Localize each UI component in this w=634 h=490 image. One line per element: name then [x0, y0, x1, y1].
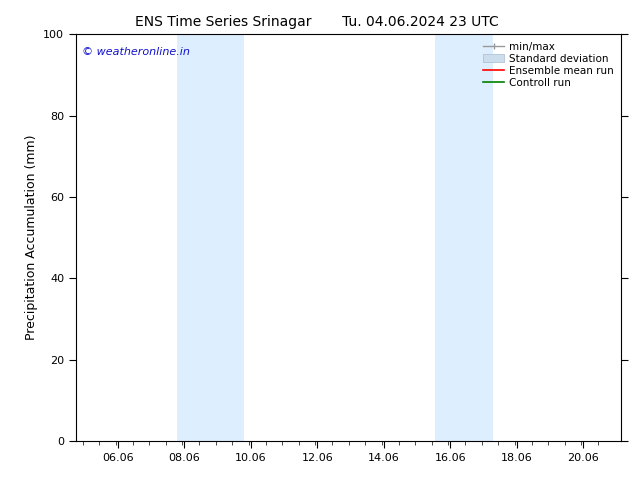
Text: © weatheronline.in: © weatheronline.in	[82, 47, 190, 56]
Text: ENS Time Series Srinagar       Tu. 04.06.2024 23 UTC: ENS Time Series Srinagar Tu. 04.06.2024 …	[135, 15, 499, 29]
Bar	[178, 34, 244, 441]
Bar	[435, 34, 493, 441]
Legend: min/max, Standard deviation, Ensemble mean run, Controll run: min/max, Standard deviation, Ensemble me…	[479, 37, 618, 92]
Y-axis label: Precipitation Accumulation (mm): Precipitation Accumulation (mm)	[25, 135, 37, 341]
